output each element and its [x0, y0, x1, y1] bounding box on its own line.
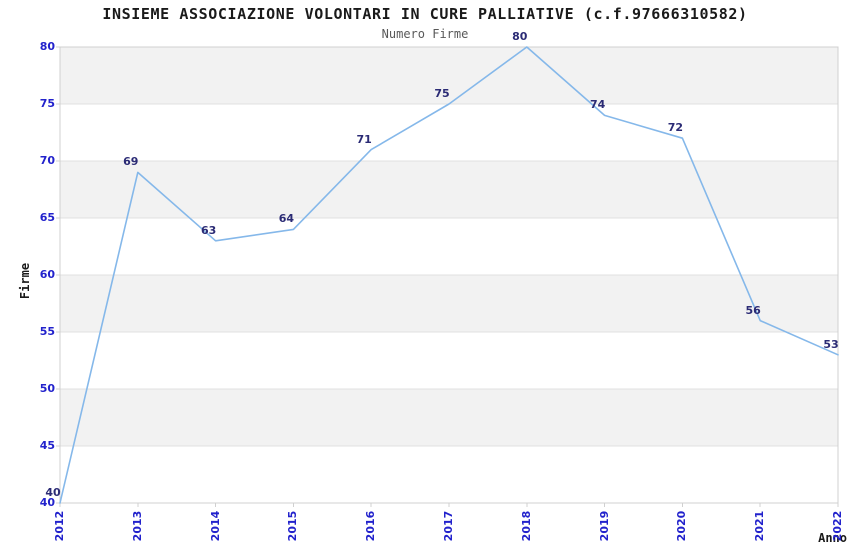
data-label: 53 [823, 337, 839, 351]
series-line [59, 46, 839, 504]
x-tick-label: 2018 [519, 510, 533, 542]
plot-band [60, 47, 838, 104]
plot-band [60, 161, 838, 218]
data-label: 56 [745, 303, 761, 317]
chart-title: INSIEME ASSOCIAZIONE VOLONTARI IN CURE P… [102, 5, 748, 23]
x-tick-label: 2022 [831, 510, 844, 542]
x-tick-label: 2019 [597, 510, 611, 542]
x-tick-label: 2013 [130, 510, 144, 542]
y-tick-label: 55 [39, 325, 55, 338]
x-axis-label: Anno [818, 531, 847, 545]
x-tick-label: 2017 [442, 510, 455, 542]
plot-band [60, 275, 838, 332]
x-tick-label: 2016 [364, 510, 378, 542]
data-label: 80 [512, 30, 528, 43]
data-label: 69 [123, 155, 139, 169]
x-tick-label: 2021 [753, 510, 767, 542]
x-tick-label: 2020 [675, 510, 689, 542]
chart-subtitle: Numero Firme [381, 27, 469, 41]
y-tick-label: 60 [39, 268, 55, 281]
data-label: 74 [589, 98, 606, 112]
data-label: 72 [667, 121, 684, 135]
x-tick-label: 2014 [208, 510, 222, 542]
data-label: 40 [45, 486, 61, 499]
data-label: 63 [200, 223, 217, 237]
y-tick-label: 50 [39, 382, 55, 395]
plot-band [60, 389, 838, 446]
y-tick-label: 80 [39, 40, 55, 53]
data-label: 64 [278, 212, 295, 226]
data-label: 75 [434, 87, 450, 100]
x-tick-label: 2015 [286, 510, 300, 542]
y-tick-label: 65 [39, 211, 55, 224]
data-label: 71 [356, 132, 372, 146]
y-tick-label: 70 [39, 154, 55, 167]
y-tick-label: 40 [39, 496, 55, 509]
y-tick-label: 45 [39, 439, 55, 452]
y-tick-label: 75 [39, 97, 55, 110]
